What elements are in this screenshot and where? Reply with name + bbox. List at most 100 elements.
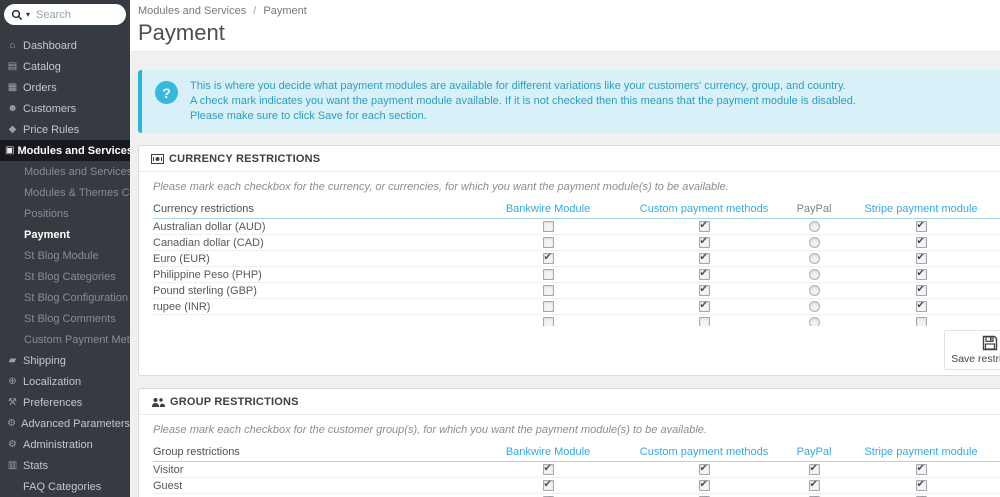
search-bar[interactable]: ▾ <box>4 4 126 25</box>
sidebar-item-label: Stats <box>23 459 49 472</box>
sidebar-item-custom-payment-methods[interactable]: Custom Payment Methods <box>0 329 130 350</box>
table-row: Pound sterling (GBP) <box>153 283 1000 299</box>
checkbox[interactable] <box>698 220 710 232</box>
sidebar-item-payment[interactable]: Payment <box>0 224 130 245</box>
checkbox[interactable] <box>915 300 927 312</box>
checkbox[interactable] <box>915 284 927 296</box>
checkbox[interactable] <box>542 479 554 491</box>
sidebar-item-preferences[interactable]: ⚒ Preferences <box>0 392 130 413</box>
table-row: Canadian dollar (CAD) <box>153 235 1000 251</box>
sidebar-item-dashboard[interactable]: ⌂ Dashboard <box>0 35 130 56</box>
checkbox[interactable] <box>698 479 710 491</box>
sidebar-item-modules-themes-catalog[interactable]: Modules & Themes Catalog <box>0 182 130 203</box>
checkbox[interactable] <box>698 268 710 280</box>
sidebar-item-positions[interactable]: Positions <box>0 203 130 224</box>
sidebar-item-stats[interactable]: ▥ Stats <box>0 455 130 476</box>
row-label: Customer <box>153 496 470 497</box>
sidebar-item-st-blog-comments[interactable]: St Blog Comments <box>0 308 130 329</box>
radio-button[interactable] <box>808 237 820 248</box>
checkbox[interactable] <box>542 317 554 326</box>
table-cell <box>846 479 996 491</box>
table-cell <box>470 317 626 326</box>
module-column-header-paypal[interactable]: PayPal <box>796 445 832 458</box>
sidebar-item-label: Shipping <box>23 354 66 367</box>
table-cell <box>846 236 996 248</box>
breadcrumb-parent-link[interactable]: Modules and Services <box>138 5 247 17</box>
sidebar-item-advanced-parameters[interactable]: ⚙ Advanced Parameters <box>0 413 130 434</box>
sidebar-item-customers[interactable]: ☻ Customers <box>0 98 130 119</box>
module-column-header-bankwire-module[interactable]: Bankwire Module <box>505 202 591 215</box>
checkbox[interactable] <box>542 269 554 280</box>
search-input[interactable] <box>36 8 107 21</box>
checkbox[interactable] <box>915 252 927 264</box>
sidebar-item-label: Preferences <box>23 396 83 409</box>
checkbox[interactable] <box>915 268 927 280</box>
table-cell <box>846 463 996 475</box>
checkbox[interactable] <box>698 284 710 296</box>
sidebar-item-label: Advanced Parameters <box>21 417 130 430</box>
question-circle-icon: ? <box>155 81 178 104</box>
checkbox[interactable] <box>542 301 554 312</box>
radio-button[interactable] <box>808 285 820 296</box>
sidebar-item-faq-categories[interactable]: FAQ Categories <box>0 476 130 497</box>
sidebar-item-administration[interactable]: ⚙ Administration <box>0 434 130 455</box>
checkbox[interactable] <box>542 221 554 232</box>
checkbox[interactable] <box>915 317 927 326</box>
checkbox[interactable] <box>915 220 927 232</box>
checkbox[interactable] <box>808 479 820 491</box>
checkbox[interactable] <box>698 252 710 264</box>
module-column-header-custom-payment-methods[interactable]: Custom payment methods <box>639 202 769 215</box>
save-restrictions-button[interactable]: Save restrictions <box>944 330 1000 370</box>
table-cell <box>782 317 846 326</box>
sidebar-item-localization[interactable]: ⊕ Localization <box>0 371 130 392</box>
checkbox[interactable] <box>698 317 710 326</box>
sidebar-item-catalog[interactable]: ▤ Catalog <box>0 56 130 77</box>
checkbox[interactable] <box>542 285 554 296</box>
table-cell <box>470 221 626 232</box>
module-column-header-stripe-payment-module[interactable]: Stripe payment module <box>864 202 978 215</box>
sidebar-item-modules-and-services[interactable]: ▣ Modules and Services <box>0 140 130 161</box>
sidebar-item-orders[interactable]: ▦ Orders <box>0 77 130 98</box>
checkbox[interactable] <box>698 300 710 312</box>
checkbox[interactable] <box>808 463 820 475</box>
sidebar-item-st-blog-configuration[interactable]: St Blog Configuration <box>0 287 130 308</box>
group-restrictions-panel: GROUP RESTRICTIONS Please mark each chec… <box>138 388 1000 497</box>
radio-button[interactable] <box>808 253 820 264</box>
sidebar-item-label: Custom Payment Methods <box>24 333 130 346</box>
module-column-header-bankwire-module[interactable]: Bankwire Module <box>505 445 591 458</box>
tag-icon: ◆ <box>8 124 17 135</box>
radio-button[interactable] <box>808 301 820 312</box>
sidebar: ▾ ⌂ Dashboard ▤ Catalog ▦ Orders ☻ Customers ◆ Pr… <box>0 0 130 497</box>
search-scope-caret-icon[interactable]: ▾ <box>26 10 31 19</box>
breadcrumb-current: Payment <box>263 5 307 17</box>
checkbox[interactable] <box>915 463 927 475</box>
radio-button[interactable] <box>808 221 820 232</box>
checkbox[interactable] <box>542 463 554 475</box>
sidebar-item-modules-and-services[interactable]: Modules and Services <box>0 161 130 182</box>
group-panel-title: GROUP RESTRICTIONS <box>139 389 1000 415</box>
checkbox[interactable] <box>698 236 710 248</box>
checkbox[interactable] <box>698 463 710 475</box>
sidebar-menu: ⌂ Dashboard ▤ Catalog ▦ Orders ☻ Customers ◆ Pric… <box>0 35 130 497</box>
checkbox[interactable] <box>542 237 554 248</box>
modules-icon: ▣ <box>5 145 15 156</box>
radio-button[interactable] <box>808 269 820 280</box>
sidebar-item-st-blog-module[interactable]: St Blog Module <box>0 245 130 266</box>
sidebar-item-price-rules[interactable]: ◆ Price Rules <box>0 119 130 140</box>
sidebar-item-label: Orders <box>23 81 57 94</box>
table-cell <box>470 252 626 264</box>
table-cell <box>782 301 846 312</box>
currency-restrictions-table: Currency restrictions Bankwire Module Cust… <box>153 199 1000 326</box>
module-column-header-custom-payment-methods[interactable]: Custom payment methods <box>639 445 769 458</box>
checkbox[interactable] <box>542 252 554 264</box>
module-column-header-stripe-payment-module[interactable]: Stripe payment module <box>864 445 978 458</box>
radio-button[interactable] <box>808 317 820 326</box>
sidebar-item-st-blog-categories[interactable]: St Blog Categories <box>0 266 130 287</box>
checkbox[interactable] <box>915 479 927 491</box>
checkbox[interactable] <box>915 236 927 248</box>
orders-icon: ▦ <box>7 82 18 93</box>
sidebar-item-shipping[interactable]: ▰ Shipping <box>0 350 130 371</box>
currency-panel-title-text: CURRENCY RESTRICTIONS <box>169 153 321 165</box>
table-cell <box>626 317 782 326</box>
table-label-header: Group restrictions <box>153 445 240 458</box>
